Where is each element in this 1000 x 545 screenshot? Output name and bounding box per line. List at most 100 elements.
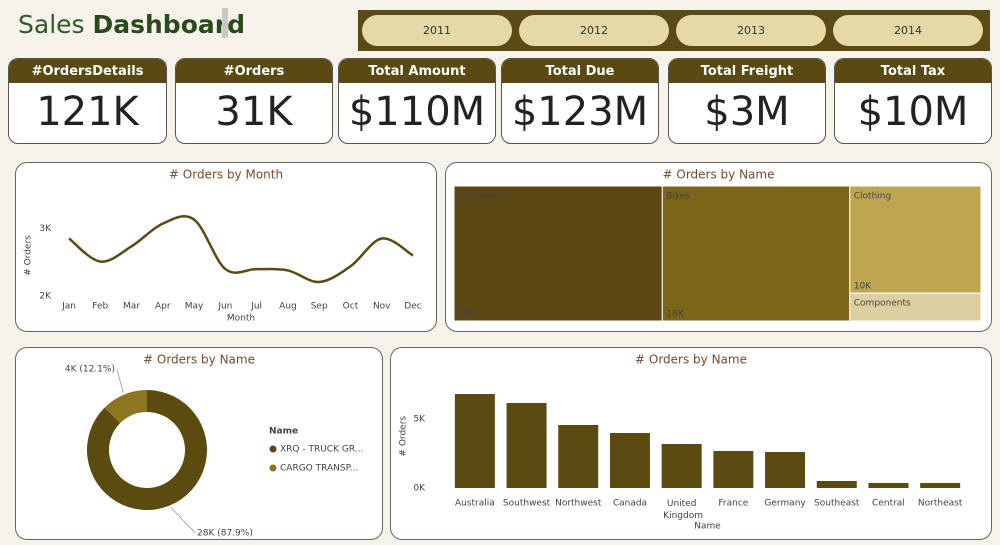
x-tick-label: Feb (92, 302, 108, 312)
tile-label: Bikes (666, 192, 690, 202)
bar (558, 425, 599, 488)
kpi-value: $123M (511, 89, 649, 135)
x-tick-label: France (718, 499, 748, 509)
x-tick-label: Northwest (555, 499, 602, 509)
x-tick-label: Jun (217, 302, 232, 312)
x-tick-label: Dec (404, 302, 421, 312)
x-tick-label: May (185, 302, 204, 312)
leader-line (170, 507, 196, 534)
legend-swatch (269, 445, 277, 453)
y-tick-label: 0K (413, 484, 426, 494)
x-tick-label: Southwest (503, 499, 551, 509)
bar-card: # Orders by Name 0K 5K # Orders Australia Sou… (390, 347, 992, 540)
bar (506, 402, 547, 488)
donut-card: # Orders by Name 28K (87.9%) 4K (12.1%) Nam… (15, 347, 383, 540)
kpi-label: Total Amount (339, 59, 495, 83)
tile-value: 18K (666, 310, 684, 320)
kpi-card: Total Due $123M (501, 58, 659, 144)
bar (816, 480, 857, 488)
title-accent (222, 8, 228, 38)
x-tick-label: Jul (250, 302, 262, 312)
title-text: Sales (18, 10, 85, 39)
kpi-label: #OrdersDetails (9, 59, 166, 83)
line-card: # Orders by Month 2K 3K Jan Feb Mar Apr May Jun J… (15, 162, 437, 332)
kpi-value: $10M (857, 89, 969, 135)
donut-slice (104, 390, 147, 424)
x-tick-label: Oct (343, 302, 359, 312)
slice-label: 28K (87.9%) (197, 528, 253, 538)
treemap-tile (849, 185, 982, 294)
x-axis-label: Month (227, 314, 255, 324)
page-title: Sales Dashboard (18, 10, 245, 39)
year-button[interactable]: 2011 (362, 15, 512, 46)
kpi-value: 121K (36, 89, 139, 135)
x-tick-label: Apr (155, 302, 171, 312)
bar (920, 483, 961, 488)
kpi-card: Total Tax $10M (834, 58, 992, 144)
tile-label: Clothing (854, 192, 891, 202)
bar (609, 433, 650, 488)
x-tick-label: Southeast (814, 499, 860, 509)
x-tick-label: Aug (279, 302, 297, 312)
kpi-label: Total Tax (835, 59, 991, 83)
x-tick-label: Mar (123, 302, 140, 312)
bar (868, 483, 909, 488)
chart-title: # Orders by Name (143, 353, 255, 367)
donut-slice (87, 390, 208, 510)
bar (454, 394, 495, 488)
chart-title: # Orders by Month (169, 168, 283, 182)
year-button[interactable]: 2014 (833, 15, 983, 46)
x-tick-label: United Kingdom (660, 499, 703, 521)
legend-label: CARGO TRANSP... (280, 464, 358, 474)
bar (765, 451, 806, 488)
kpi-label: #Orders (176, 59, 332, 83)
year-button[interactable]: 2013 (676, 15, 826, 46)
leader-line (116, 369, 124, 393)
x-tick-label: Canada (613, 499, 647, 509)
legend-title: Name (269, 427, 298, 437)
kpi-label: Total Due (502, 59, 658, 83)
y-tick-label: 2K (39, 292, 52, 302)
chart: # Orders by Name 28K (87.9%) 4K (12.1%) Nam… (65, 353, 363, 539)
kpi-card: Total Freight $3M (668, 58, 826, 144)
kpi-label: Total Freight (669, 59, 825, 83)
x-tick-label: Australia (455, 499, 495, 509)
x-tick-label: Germany (764, 499, 806, 509)
kpi-card: Total Amount $110M (338, 58, 496, 144)
treemap-tile (849, 292, 982, 322)
x-tick-label: Central (872, 499, 905, 509)
year-button[interactable]: 2012 (519, 15, 669, 46)
kpi-card: #OrdersDetails 121K (8, 58, 167, 144)
year-slicer: 2011 2012 2013 2014 (358, 10, 990, 51)
kpi-value: $3M (704, 89, 790, 135)
chart-title: # Orders by Name (635, 353, 747, 367)
y-axis-label: # Orders (399, 416, 409, 457)
treemap-tile (661, 185, 851, 322)
chart: # Orders by Name Accessories 20K Bikes 18K Cl… (453, 168, 982, 322)
chart-title: # Orders by Name (663, 168, 775, 182)
bar (713, 451, 754, 488)
title-text-bold: Dashboard (92, 10, 245, 39)
x-tick-label: Nov (373, 302, 391, 312)
y-axis-label: # Orders (24, 235, 34, 276)
chart: # Orders by Month 2K 3K Jan Feb Mar Apr May Jun J… (24, 168, 422, 324)
x-axis-label: Name (694, 522, 721, 532)
kpi-value: 31K (215, 89, 293, 135)
legend-swatch (269, 464, 277, 472)
treemap-tile (453, 185, 663, 322)
tile-value: 10K (854, 282, 872, 292)
kpi-value: $110M (348, 89, 486, 135)
line-series (68, 215, 414, 284)
x-tick-label: Jan (61, 302, 76, 312)
y-tick-label: 3K (39, 224, 52, 234)
slice-label: 4K (12.1%) (65, 365, 115, 375)
chart: # Orders by Name 0K 5K # Orders Australia Sou… (399, 353, 963, 532)
kpi-card: #Orders 31K (175, 58, 333, 144)
tile-value: 20K (458, 310, 476, 320)
x-tick-label: Northeast (918, 499, 963, 509)
y-tick-label: 5K (413, 415, 426, 425)
tile-label: Components (854, 299, 911, 309)
x-tick-label: Sep (311, 302, 328, 312)
bar (661, 443, 702, 488)
